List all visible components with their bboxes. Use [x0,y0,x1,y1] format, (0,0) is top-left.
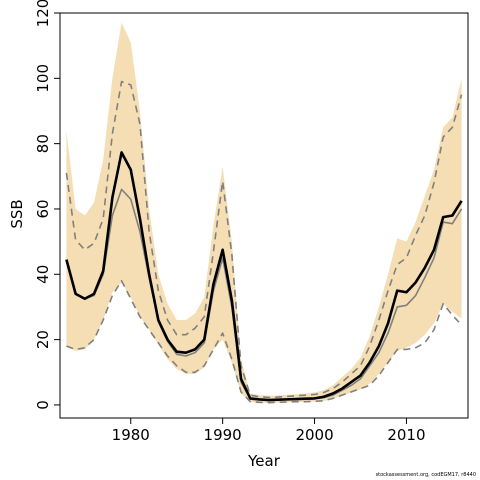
y-tick-label: 40 [34,265,52,284]
plot-area [65,22,463,404]
y-tick-label: 60 [34,199,52,218]
lower-bound-line [66,280,463,404]
upper-bound-line [65,80,463,399]
y-tick-label: 20 [34,330,52,349]
y-tick-label: 0 [34,400,52,410]
x-axis-title: Year [247,452,281,470]
y-tick-label: 80 [34,134,52,153]
y-tick-label: 100 [34,64,52,93]
x-tick-label: 1980 [112,426,150,444]
x-tick-label: 2010 [387,426,425,444]
x-tick-label: 1990 [204,426,242,444]
x-tick-label: 2000 [295,426,333,444]
axes: 1980 1990 2000 2010 0 20 40 60 80 100 120 [34,0,469,444]
footer-credit: stockassessment.org, codEGM17, r8440 [375,472,476,478]
confidence-band [66,22,462,403]
y-axis-title: SSB [8,199,26,228]
y-tick-label: 120 [34,0,52,27]
plot-frame [59,12,469,419]
ssb-estimate-line [65,151,463,402]
